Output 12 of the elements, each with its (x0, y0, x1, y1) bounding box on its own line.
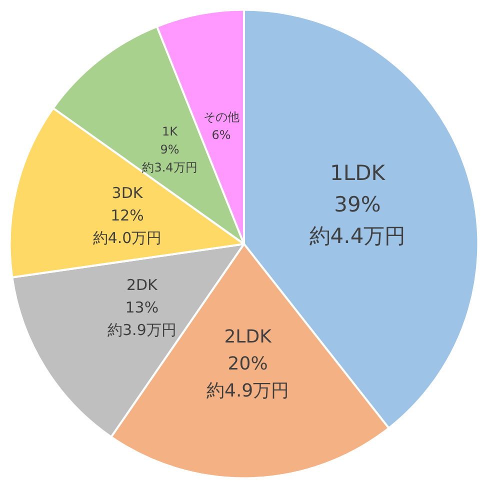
slice-label: 3DK (112, 184, 144, 202)
data-label: 12% 約4.0万円 (92, 206, 162, 248)
data-label: 39% 約4.4万円 (309, 192, 406, 248)
data-label: 20% 約4.9万円 (206, 354, 290, 402)
data-label: 13% 約3.9万円 (108, 298, 176, 339)
slice-label: 1LDK (330, 161, 386, 186)
slice-label: 1K (162, 124, 179, 139)
slice-label: 2DK (126, 276, 159, 294)
data-label: 6% (212, 128, 231, 142)
slice-label: 2LDK (224, 326, 273, 348)
data-label: 9% 約3.4万円 (142, 142, 198, 175)
slice-label: その他 (203, 110, 240, 124)
